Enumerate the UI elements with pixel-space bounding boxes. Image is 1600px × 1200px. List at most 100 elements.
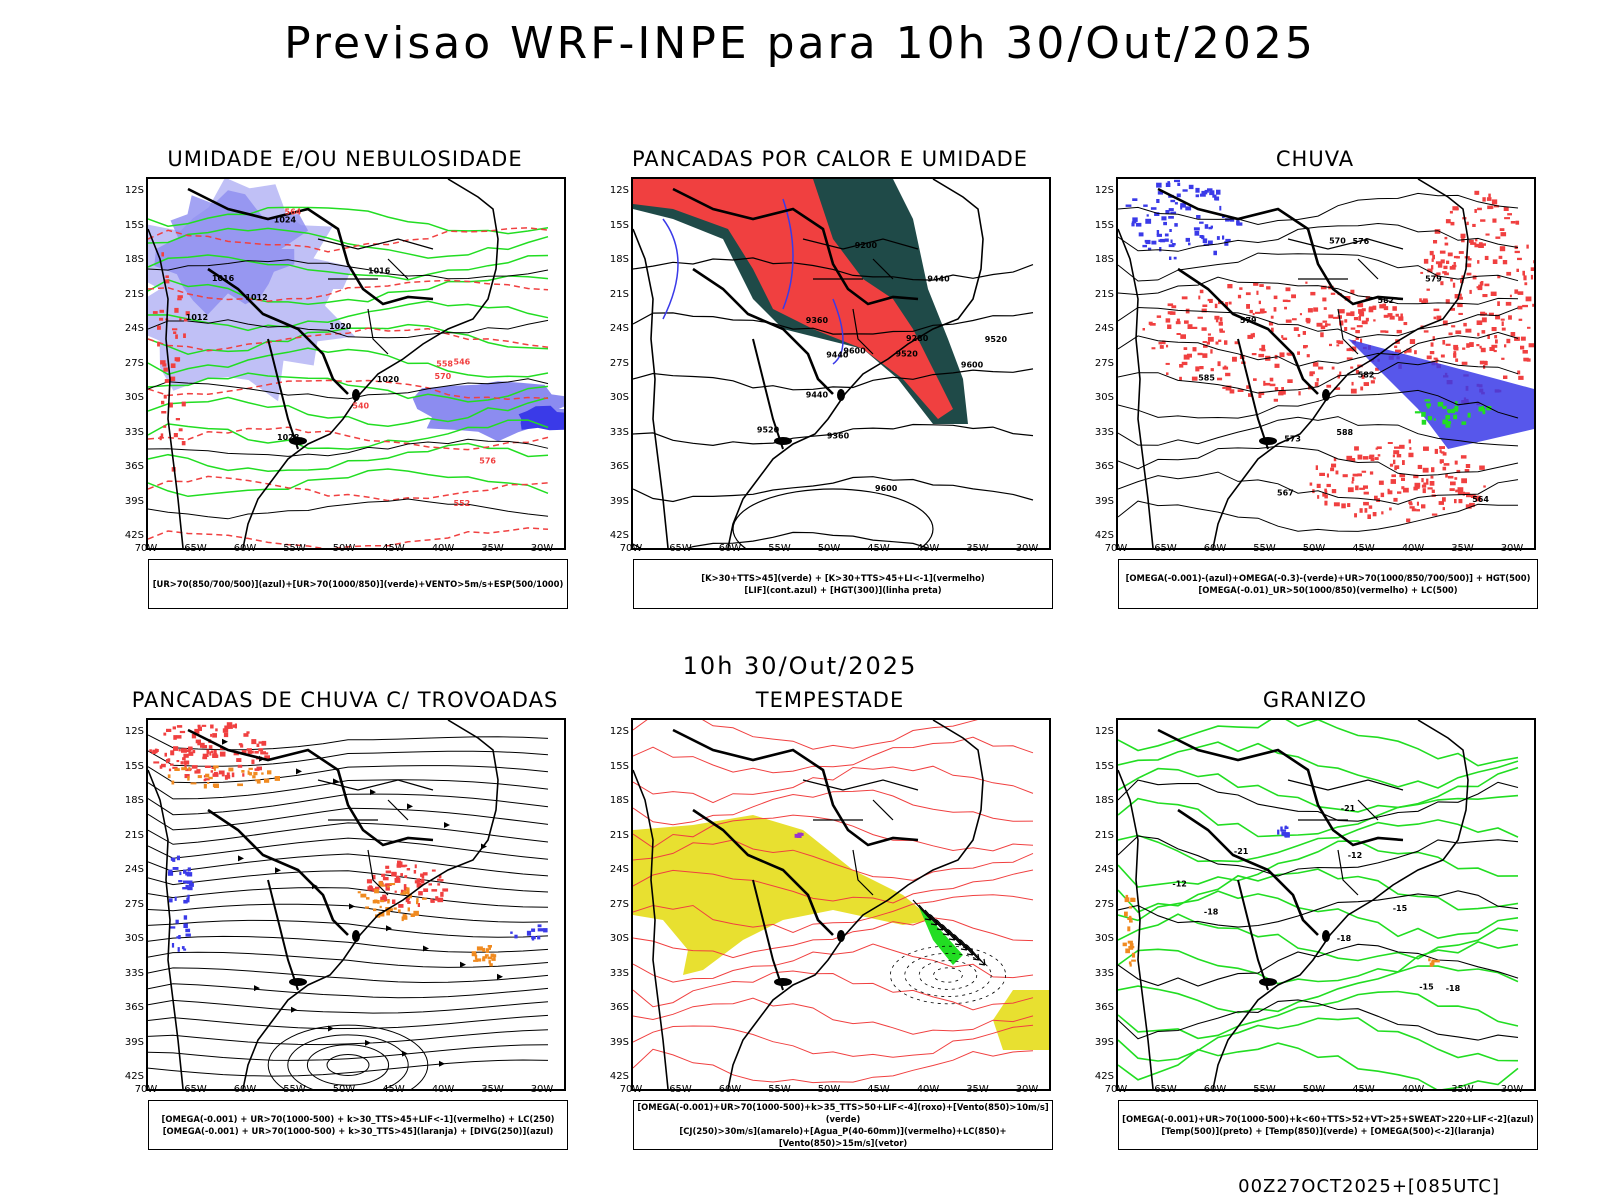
contour-label: 1020: [377, 375, 400, 384]
contour-label: -18: [1446, 984, 1461, 993]
contour-label: 1016: [368, 266, 391, 275]
main-title: Previsao WRF-INPE para 10h 30/Out/2025: [284, 18, 1316, 69]
contour-label: 1020: [329, 322, 352, 331]
map-trovoadas: [146, 718, 566, 1091]
contour-label: 540: [352, 401, 369, 410]
lat-label: 36S: [124, 461, 144, 472]
lon-label: 60W: [1203, 543, 1227, 554]
contour-label: 9520: [896, 350, 919, 359]
lon-label: 70W: [1104, 543, 1128, 554]
lat-label: 27S: [609, 357, 629, 369]
lat-label: 15S: [124, 760, 144, 772]
contour-label: 9520: [757, 426, 780, 435]
legend-line: [OMEGA(-0.001)-(azul)+OMEGA(-0.3)-(verde…: [1125, 573, 1531, 583]
panel-title: GRANIZO: [1262, 688, 1368, 712]
lat-label: 18S: [1094, 795, 1114, 806]
lat-label: 27S: [1094, 357, 1114, 369]
lon-label: 30W: [1500, 543, 1524, 554]
map-canvas: 1012 1016 1020 1024 1028 1016 1012 1020 576 570 56…: [148, 179, 564, 548]
lat-label: 27S: [124, 357, 144, 369]
lon-label: 35W: [1451, 543, 1474, 554]
contour-label: 9440: [806, 390, 829, 399]
lon-label: 30W: [1015, 1084, 1039, 1095]
lon-label: 60W: [233, 543, 257, 554]
lon-label: 50W: [1302, 1084, 1326, 1095]
panel-title: TEMPESTADE: [755, 688, 905, 712]
lon-label: 60W: [1203, 1084, 1227, 1095]
lat-label: 36S: [1094, 1002, 1114, 1013]
lat-label: 24S: [124, 323, 144, 334]
map-canvas: [148, 720, 549, 1089]
lon-label: 45W: [382, 1084, 405, 1095]
contour-label: 588: [1336, 428, 1353, 437]
contour-label: -12: [1348, 851, 1362, 860]
lon-label: 35W: [481, 543, 504, 554]
lat-label: 39S: [609, 1036, 629, 1048]
contour-label: -18: [1204, 907, 1219, 916]
contour-label: -18: [1337, 934, 1352, 943]
legend-box: [OMEGA(-0.001)+UR>70(1000-500)+k<60+TTS>…: [1118, 1100, 1538, 1150]
contour-label: -15: [1419, 982, 1434, 991]
contour-label: 552: [454, 499, 471, 508]
contour-label: 9600: [961, 361, 984, 370]
lon-label: 50W: [332, 543, 356, 554]
lon-label: 65W: [1154, 1084, 1177, 1095]
map-pancadas: 9600 9600 9600 9520 9520 9440 9440 9360 9360 9280…: [631, 177, 1051, 550]
map-granizo: -12 -15 -18 -21 -21 -18 -15 -12 -18: [1116, 718, 1536, 1091]
lon-label: 55W: [1253, 543, 1276, 554]
contour-label: 9520: [985, 335, 1008, 344]
lat-label: 27S: [609, 898, 629, 910]
contour-label: 1012: [245, 293, 267, 302]
lat-label: 24S: [609, 864, 629, 875]
lat-label: 33S: [124, 426, 144, 438]
lat-label: 36S: [124, 1002, 144, 1013]
lat-label: 24S: [1094, 864, 1114, 875]
contour-label: 579: [1425, 275, 1442, 284]
panel-umidade: UMIDADE E/OU NEBULOSIDADE 1012 1016 1020 102…: [110, 147, 580, 637]
contour-label: 9600: [875, 484, 898, 493]
lon-label: 35W: [966, 1084, 989, 1095]
panel-title: CHUVA: [1275, 147, 1355, 171]
lat-label: 12S: [609, 726, 629, 737]
lat-label: 42S: [609, 1071, 629, 1082]
lon-label: 45W: [382, 543, 405, 554]
legend-line: [OMEGA(-0.001) + UR>70(1000-500) + k>30_…: [161, 1114, 555, 1124]
lat-label: 21S: [609, 288, 629, 300]
lon-label: 35W: [1451, 1084, 1474, 1095]
lon-label: 65W: [1154, 543, 1177, 554]
contour-label: 564: [285, 208, 302, 217]
contour-label: 576: [1353, 237, 1370, 246]
map-canvas: 9600 9600 9600 9520 9520 9440 9440 9360 9360 9280…: [633, 179, 1034, 548]
lon-label: 60W: [718, 543, 742, 554]
lon-label: 70W: [1104, 1084, 1128, 1095]
contour-label: 573: [1284, 434, 1301, 443]
map-chuva: 588 585 582 579 576 573 570 567 564 582 579: [1116, 177, 1536, 550]
lat-label: 24S: [1094, 323, 1114, 334]
lat-label: 12S: [1094, 185, 1114, 196]
legend-line: [OMEGA(-0.001)+UR>70(1000-500)+k>35_TTS>…: [637, 1102, 1049, 1124]
lon-label: 65W: [669, 1084, 692, 1095]
panel-title: UMIDADE E/OU NEBULOSIDADE: [167, 147, 523, 171]
lon-label: 50W: [817, 543, 841, 554]
lat-label: 33S: [1094, 426, 1114, 438]
lat-label: 36S: [1094, 461, 1114, 472]
contour-label: 546: [454, 357, 471, 366]
legend-line: [OMEGA(-0.01)_UR>50(1000/850)(vermelho) …: [1198, 585, 1458, 595]
contour-label: 564: [1472, 495, 1489, 504]
run-stamp: 00Z27OCT2025+[085UTC]: [1238, 1176, 1500, 1197]
lon-label: 45W: [1352, 543, 1375, 554]
lat-label: 18S: [609, 254, 629, 265]
lat-label: 18S: [124, 795, 144, 806]
lat-label: 21S: [124, 288, 144, 300]
lon-label: 60W: [233, 1084, 257, 1095]
lon-label: 50W: [332, 1084, 356, 1095]
lat-label: 15S: [609, 219, 629, 231]
lat-label: 42S: [124, 530, 144, 541]
panel-pancadas: PANCADAS POR CALOR E UMIDADE 9600 9600 9600…: [595, 147, 1065, 637]
legend-box: [OMEGA(-0.001)+UR>70(1000-500)+k>35_TTS>…: [633, 1100, 1053, 1150]
lat-label: 33S: [1094, 967, 1114, 979]
lat-label: 39S: [1094, 495, 1114, 507]
lat-label: 24S: [609, 323, 629, 334]
contour-label: -21: [1341, 804, 1356, 813]
lat-label: 12S: [124, 726, 144, 737]
